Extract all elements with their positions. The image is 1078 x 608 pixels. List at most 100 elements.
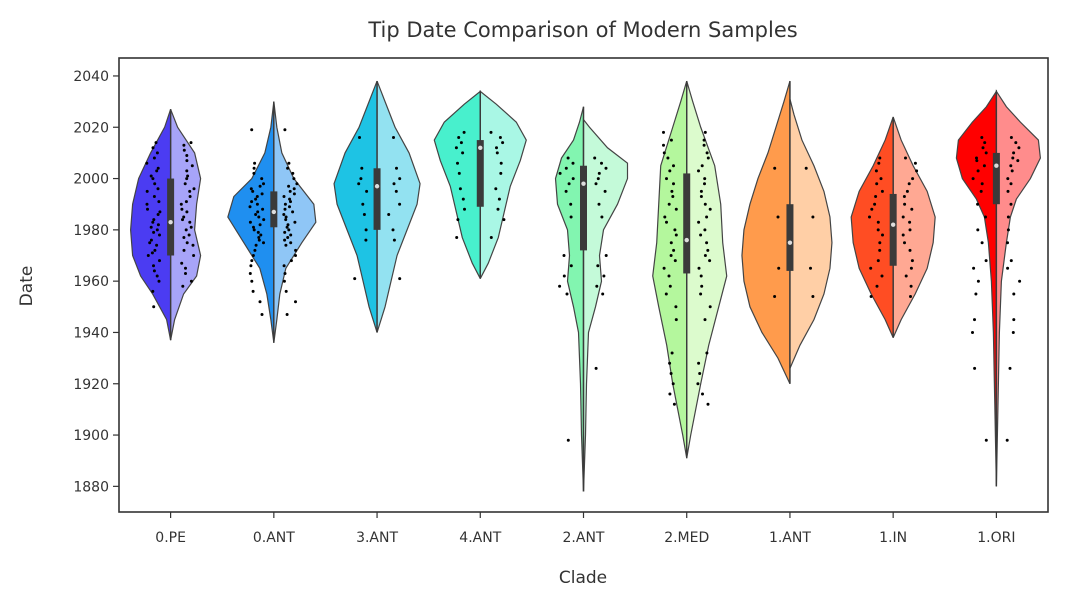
data-point	[284, 243, 288, 247]
data-point	[908, 248, 912, 252]
data-point	[155, 274, 159, 278]
data-point	[669, 254, 673, 257]
data-point	[184, 266, 187, 270]
data-point	[562, 254, 566, 257]
plot-frame	[118, 57, 1049, 513]
data-point	[459, 141, 463, 145]
data-point	[288, 205, 291, 209]
data-point	[188, 189, 192, 193]
data-point	[258, 300, 262, 304]
data-point	[182, 215, 186, 219]
data-point	[976, 279, 980, 283]
data-point	[708, 305, 712, 309]
data-point	[567, 182, 571, 186]
data-point	[184, 228, 188, 232]
data-point	[249, 187, 253, 191]
data-point	[697, 361, 701, 365]
data-point	[182, 143, 186, 147]
data-point	[566, 156, 570, 160]
data-point	[597, 171, 601, 175]
data-point	[157, 200, 161, 204]
violin-right-half	[376, 80, 421, 333]
data-point	[260, 313, 264, 316]
data-point	[497, 197, 501, 201]
data-point	[596, 177, 600, 181]
data-point	[454, 146, 458, 150]
data-point	[252, 225, 255, 229]
data-point	[495, 146, 498, 150]
data-point	[697, 220, 701, 224]
data-point	[674, 305, 678, 309]
data-point	[569, 202, 573, 206]
data-point	[673, 259, 677, 263]
data-point	[913, 161, 917, 165]
data-point	[252, 166, 256, 170]
data-point	[149, 225, 153, 229]
data-point	[984, 259, 988, 263]
data-point	[674, 233, 678, 237]
violin-right-half	[686, 80, 728, 459]
data-point	[904, 274, 908, 278]
data-point	[597, 202, 601, 206]
data-point	[910, 207, 914, 211]
data-point	[1014, 141, 1018, 145]
data-point	[909, 284, 913, 288]
data-point	[604, 254, 608, 257]
data-point	[149, 174, 153, 178]
data-point	[291, 210, 295, 214]
data-point	[596, 264, 600, 268]
data-point	[151, 146, 155, 150]
data-point	[1010, 169, 1014, 173]
data-point	[289, 241, 293, 245]
data-point	[708, 207, 712, 211]
data-point	[1012, 151, 1016, 155]
data-point	[984, 438, 988, 442]
data-point	[289, 259, 293, 263]
data-point	[875, 182, 879, 186]
data-point	[600, 161, 603, 165]
data-point	[252, 171, 256, 175]
data-point	[777, 266, 781, 270]
data-point	[189, 141, 193, 145]
data-point	[294, 300, 297, 304]
data-point	[254, 213, 258, 216]
data-point	[502, 218, 506, 222]
data-point	[674, 207, 678, 211]
data-point	[901, 215, 905, 219]
data-point	[398, 177, 402, 181]
data-point	[145, 189, 149, 193]
data-point	[909, 295, 912, 298]
data-point	[972, 266, 976, 270]
data-point	[499, 171, 503, 175]
data-point	[980, 182, 984, 186]
data-point	[876, 228, 880, 232]
data-point	[189, 225, 193, 229]
data-point	[558, 284, 562, 288]
data-point	[670, 189, 674, 193]
median-marker	[787, 240, 793, 245]
data-point	[705, 151, 709, 155]
data-point	[260, 192, 264, 196]
data-point	[183, 182, 187, 186]
data-point	[902, 195, 906, 198]
data-point	[1006, 228, 1010, 232]
violin-0.PE	[130, 109, 202, 341]
data-point	[188, 195, 192, 198]
iqr-box	[992, 152, 1000, 205]
violin-2.MED	[652, 80, 728, 459]
median-marker	[271, 209, 277, 215]
data-point	[910, 259, 914, 263]
data-point	[262, 182, 265, 186]
data-point	[457, 171, 461, 175]
y-tick-label: 1900	[73, 428, 109, 444]
data-point	[666, 156, 670, 160]
chart-title: Tip Date Comparison of Modern Samples	[367, 18, 797, 42]
data-point	[878, 248, 882, 252]
data-point	[495, 151, 499, 155]
data-point	[595, 284, 599, 288]
data-point	[982, 164, 986, 168]
violin-left-half	[955, 89, 997, 487]
data-point	[294, 248, 298, 252]
data-point	[190, 164, 194, 168]
data-point	[353, 277, 357, 281]
